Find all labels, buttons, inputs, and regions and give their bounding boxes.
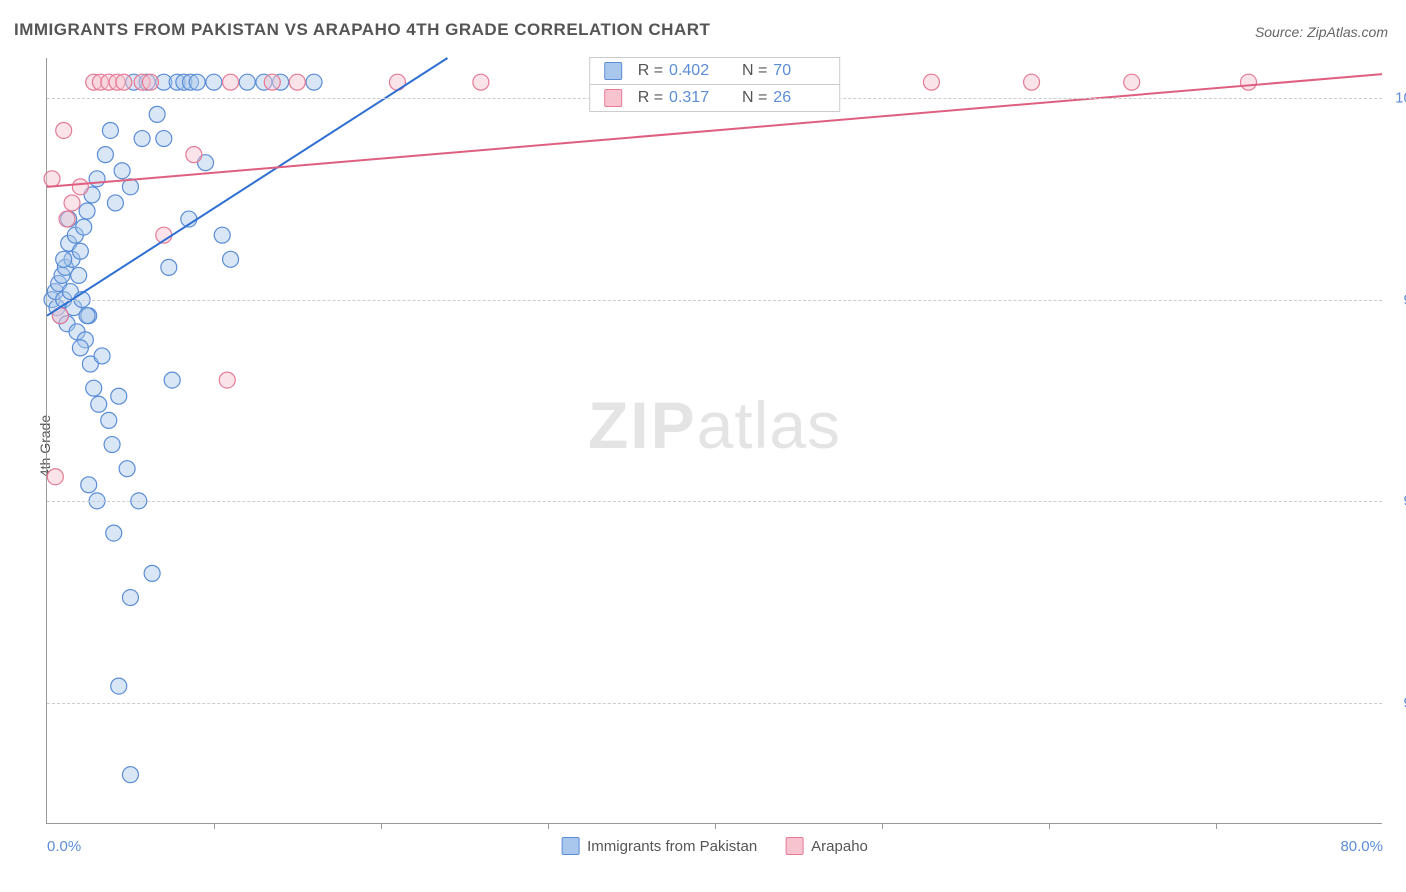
x-tick: [882, 823, 883, 829]
scatter-point: [156, 131, 172, 147]
legend-item: Arapaho: [785, 837, 868, 855]
scatter-point: [76, 219, 92, 235]
x-tick-label: 80.0%: [1340, 838, 1383, 855]
scatter-point: [56, 251, 72, 267]
scatter-point: [239, 74, 255, 90]
n-label: N =: [742, 89, 767, 107]
scatter-point: [142, 74, 158, 90]
scatter-point: [189, 74, 205, 90]
x-tick: [214, 823, 215, 829]
source-name: ZipAtlas.com: [1307, 24, 1388, 40]
scatter-point: [306, 74, 322, 90]
scatter-point: [289, 74, 305, 90]
x-tick: [381, 823, 382, 829]
scatter-point: [59, 211, 75, 227]
scatter-point: [923, 74, 939, 90]
legend-swatch: [785, 837, 803, 855]
scatter-point: [219, 372, 235, 388]
scatter-point: [214, 227, 230, 243]
r-label: R =: [638, 62, 663, 80]
source-attribution: Source: ZipAtlas.com: [1255, 24, 1388, 40]
scatter-point: [79, 203, 95, 219]
scatter-point: [47, 469, 63, 485]
legend-item: Immigrants from Pakistan: [561, 837, 757, 855]
regression-row: R = 0.402 N = 70: [589, 57, 841, 85]
scatter-point: [89, 171, 105, 187]
r-value: 0.317: [669, 89, 721, 107]
scatter-point: [119, 461, 135, 477]
regression-legend: R = 0.402 N = 70R = 0.317 N = 26: [589, 58, 841, 112]
scatter-point: [71, 267, 87, 283]
scatter-point: [72, 179, 88, 195]
scatter-point: [44, 171, 60, 187]
x-tick: [1049, 823, 1050, 829]
legend-label: Immigrants from Pakistan: [587, 838, 757, 855]
r-value: 0.402: [669, 62, 721, 80]
scatter-point: [56, 122, 72, 138]
gridline-h: [47, 300, 1382, 301]
scatter-point: [1024, 74, 1040, 90]
scatter-point: [91, 396, 107, 412]
r-label: R =: [638, 89, 663, 107]
gridline-h: [47, 501, 1382, 502]
legend-bottom: Immigrants from Pakistan Arapaho: [561, 837, 868, 855]
y-tick-label: 100.0%: [1395, 90, 1406, 107]
x-tick: [1216, 823, 1217, 829]
chart-title: IMMIGRANTS FROM PAKISTAN VS ARAPAHO 4TH …: [14, 20, 710, 40]
scatter-point: [102, 122, 118, 138]
scatter-point: [64, 195, 80, 211]
gridline-h: [47, 703, 1382, 704]
scatter-point: [104, 437, 120, 453]
regression-row: R = 0.317 N = 26: [589, 84, 841, 112]
scatter-point: [97, 147, 113, 163]
n-value: 26: [773, 89, 825, 107]
scatter-point: [206, 74, 222, 90]
x-tick: [548, 823, 549, 829]
scatter-point: [94, 348, 110, 364]
x-tick: [715, 823, 716, 829]
series-swatch: [604, 62, 622, 80]
scatter-point: [86, 380, 102, 396]
n-label: N =: [742, 62, 767, 80]
n-value: 70: [773, 62, 825, 80]
scatter-point: [1124, 74, 1140, 90]
scatter-point: [161, 259, 177, 275]
scatter-point: [79, 308, 95, 324]
scatter-point: [1241, 74, 1257, 90]
scatter-point: [81, 477, 97, 493]
scatter-point: [186, 147, 202, 163]
scatter-point: [122, 767, 138, 783]
scatter-point: [106, 525, 122, 541]
scatter-point: [149, 106, 165, 122]
x-tick-label: 0.0%: [47, 838, 81, 855]
scatter-point: [72, 340, 88, 356]
scatter-point: [223, 74, 239, 90]
source-label: Source:: [1255, 24, 1303, 40]
scatter-point: [116, 74, 132, 90]
scatter-point: [134, 131, 150, 147]
scatter-point: [111, 388, 127, 404]
scatter-point: [122, 590, 138, 606]
trend-line: [47, 58, 448, 316]
scatter-point: [473, 74, 489, 90]
scatter-point: [111, 678, 127, 694]
scatter-point: [101, 412, 117, 428]
legend-label: Arapaho: [811, 838, 868, 855]
scatter-point: [144, 565, 160, 581]
scatter-point: [164, 372, 180, 388]
scatter-point: [72, 243, 88, 259]
chart-svg: [47, 58, 1382, 823]
scatter-point: [107, 195, 123, 211]
scatter-point: [264, 74, 280, 90]
plot-area: ZIPatlas R = 0.402 N = 70R = 0.317 N = 2…: [46, 58, 1382, 824]
series-swatch: [604, 89, 622, 107]
scatter-point: [114, 163, 130, 179]
legend-swatch: [561, 837, 579, 855]
scatter-point: [223, 251, 239, 267]
